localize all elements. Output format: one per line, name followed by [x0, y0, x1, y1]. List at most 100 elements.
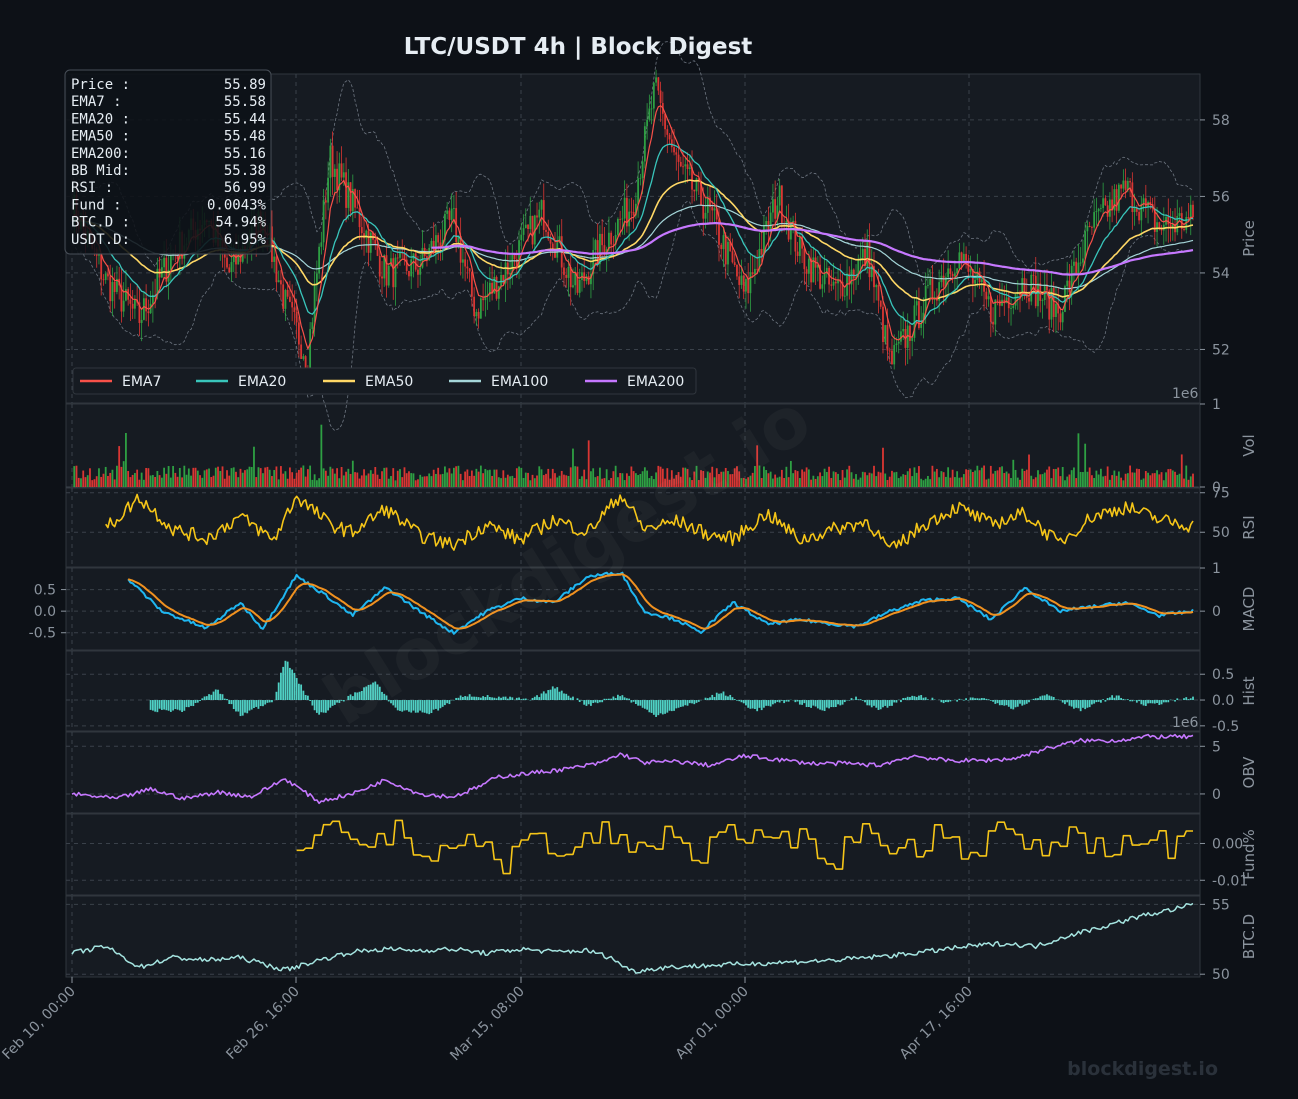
- hist-bar: [729, 695, 731, 700]
- volume-bar: [237, 477, 239, 487]
- candle-body: [884, 325, 886, 342]
- hist-bar: [570, 698, 572, 700]
- volume-bar: [399, 469, 401, 487]
- volume-bar: [1082, 472, 1084, 487]
- hist-bar: [970, 697, 972, 700]
- candle-body: [480, 298, 482, 318]
- candle-body: [107, 273, 109, 276]
- candle-body: [630, 212, 632, 213]
- hist-bar: [1035, 698, 1037, 700]
- candle-body: [752, 272, 754, 274]
- volume-bar: [588, 440, 590, 487]
- y-tick-label: 0.0: [1212, 693, 1234, 709]
- candle-body: [673, 147, 675, 152]
- hist-bar: [1140, 700, 1142, 704]
- hist-bar: [1037, 698, 1039, 700]
- hist-bar: [597, 700, 599, 703]
- hist-bar: [691, 700, 693, 703]
- volume-bar: [586, 479, 588, 487]
- hist-bar: [577, 698, 579, 700]
- candle-body: [803, 249, 805, 270]
- hist-bar: [195, 700, 197, 703]
- hist-bar: [630, 700, 632, 703]
- candle-body: [608, 233, 610, 250]
- volume-bar: [1019, 480, 1021, 487]
- hist-bar: [617, 695, 619, 700]
- hist-bar: [907, 697, 909, 700]
- hist-bar: [714, 697, 716, 700]
- volume-bar: [291, 472, 293, 487]
- volume-bar: [165, 474, 167, 487]
- candle-body: [882, 307, 884, 342]
- volume-bar: [826, 472, 828, 487]
- hist-bar: [905, 698, 907, 700]
- volume-bar: [534, 478, 536, 487]
- hist-bar: [965, 698, 967, 700]
- volume-bar: [828, 467, 830, 487]
- hist-bar: [1185, 697, 1187, 700]
- volume-bar: [1181, 454, 1183, 487]
- volume-bar: [150, 475, 152, 487]
- hist-bar: [491, 697, 493, 700]
- candle-body: [891, 351, 893, 365]
- hist-bar: [431, 700, 433, 713]
- hist-bar: [932, 698, 934, 700]
- hist-bar: [305, 695, 307, 700]
- volume-bar: [397, 471, 399, 487]
- y-tick-label: 58: [1212, 113, 1230, 129]
- volume-bar: [873, 466, 875, 487]
- hist-bar: [1131, 700, 1133, 701]
- hist-bar: [1176, 698, 1178, 700]
- hist-bar: [990, 700, 992, 701]
- info-row-value: 55.44: [224, 111, 266, 127]
- volume-bar: [381, 471, 383, 487]
- volume-bar: [994, 471, 996, 487]
- hist-bar: [507, 699, 509, 700]
- hist-bar: [282, 667, 284, 700]
- volume-bar: [855, 474, 857, 487]
- candle-body: [1107, 205, 1109, 216]
- candle-body: [684, 164, 686, 166]
- hist-bar: [210, 695, 212, 700]
- hist-bar: [449, 700, 451, 704]
- hist-bar: [1044, 695, 1046, 700]
- candle-body: [453, 208, 455, 209]
- candle-body: [273, 257, 275, 262]
- hist-bar: [785, 700, 787, 702]
- hist-bar: [705, 698, 707, 700]
- hist-bar: [619, 696, 621, 700]
- volume-bar: [1104, 476, 1106, 487]
- hist-bar: [626, 698, 628, 700]
- candle-body: [134, 300, 136, 309]
- hist-bar: [475, 697, 477, 700]
- candle-body: [657, 77, 659, 90]
- volume-bar: [1109, 480, 1111, 487]
- volume-bar: [911, 476, 913, 487]
- hist-bar: [660, 700, 662, 713]
- hist-bar: [1174, 700, 1176, 702]
- hist-bar: [599, 700, 601, 702]
- hist-bar: [150, 700, 152, 710]
- candle-body: [123, 301, 125, 312]
- candle-body: [1120, 185, 1122, 189]
- candle-body: [689, 167, 691, 169]
- hist-bar: [828, 700, 830, 708]
- candle-body: [323, 200, 325, 242]
- hist-bar: [914, 696, 916, 700]
- hist-bar: [469, 694, 471, 700]
- candle-body: [462, 259, 464, 262]
- hist-bar: [237, 700, 239, 712]
- hist-bar: [161, 700, 163, 710]
- y-tick-label: 5: [1212, 739, 1221, 755]
- volume-bar: [1055, 469, 1057, 487]
- volume-bar: [985, 480, 987, 487]
- volume-bar: [1170, 469, 1172, 487]
- volume-bar: [201, 478, 203, 487]
- hist-bar: [1048, 696, 1050, 700]
- hist-bar: [165, 700, 167, 710]
- y-axis-label: Price: [1240, 220, 1258, 257]
- hist-bar: [1129, 700, 1131, 701]
- volume-bar: [1192, 474, 1194, 487]
